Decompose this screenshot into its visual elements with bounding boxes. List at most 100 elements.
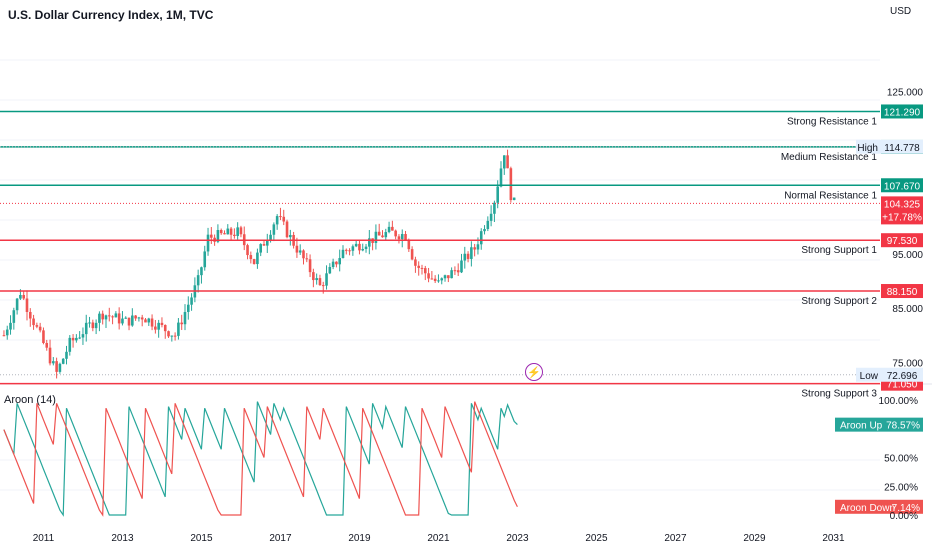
level-name: Medium Resistance 1 — [781, 152, 878, 163]
candle-body — [38, 326, 42, 331]
candle-body — [68, 337, 72, 352]
high-label: High — [857, 143, 878, 154]
candle-body — [325, 273, 328, 286]
candle-body — [312, 272, 315, 281]
candle-body — [456, 270, 460, 273]
candle-body — [28, 311, 32, 319]
low-label: Low — [860, 371, 879, 382]
candle-body — [470, 247, 473, 259]
candle-body — [249, 255, 253, 260]
x-tick-label: 2031 — [822, 533, 845, 544]
candle-body — [252, 259, 256, 265]
candle-body — [282, 216, 286, 222]
last-price-change: +17.78% — [882, 212, 922, 223]
candle-body — [381, 235, 384, 238]
level-tag — [881, 104, 923, 119]
candle-body — [407, 239, 411, 250]
candle-body — [368, 238, 371, 247]
candle-body — [295, 245, 299, 253]
aroon-value-tag — [835, 417, 923, 432]
level-tag — [881, 233, 923, 248]
candle-body — [427, 273, 430, 279]
candle-body — [35, 325, 39, 327]
candle-body — [71, 337, 75, 341]
candle-body — [502, 155, 506, 169]
candle-body — [226, 228, 230, 235]
candle-body — [414, 259, 417, 266]
lightning-bolt-icon[interactable]: ⚡ — [525, 363, 543, 381]
candle-body — [509, 168, 513, 201]
candle-body — [265, 240, 269, 246]
candle-body — [351, 246, 355, 251]
candle-body — [275, 216, 279, 225]
aroon-tick-label: 100.00% — [879, 396, 919, 407]
candle-body — [404, 234, 407, 240]
candle-body — [344, 249, 348, 251]
candle-body — [447, 275, 450, 279]
candle-body — [134, 315, 137, 319]
candle-body — [298, 250, 302, 253]
candle-body — [45, 342, 49, 348]
level-name: Strong Support 3 — [801, 389, 877, 400]
candle-body — [410, 249, 414, 260]
level-value: 71.050 — [887, 380, 918, 391]
level-tag — [881, 284, 923, 299]
level-name: Strong Support 1 — [801, 245, 877, 256]
x-tick-label: 2029 — [743, 533, 766, 544]
candle-body — [476, 244, 480, 250]
x-tick-label: 2021 — [427, 533, 450, 544]
candle-body — [239, 227, 243, 235]
candle-body — [272, 224, 276, 235]
candle-body — [391, 226, 394, 231]
candle-body — [430, 278, 434, 280]
candle-body — [361, 248, 365, 251]
candle-body — [144, 319, 147, 323]
candle-body — [512, 197, 516, 201]
candle-body — [384, 232, 388, 238]
candle-body — [397, 236, 401, 240]
indicator-title[interactable]: Aroon (14) — [4, 394, 56, 406]
levels: Strong Resistance 1 121.290 Medium Resista… — [0, 104, 923, 400]
candle-body — [107, 315, 111, 317]
candle-body — [450, 270, 453, 279]
x-tick-label: 2011 — [33, 533, 55, 544]
candle-body — [131, 315, 134, 326]
candle-body — [279, 216, 282, 218]
candle-body — [42, 330, 45, 343]
candle-body — [496, 186, 499, 203]
candle-body — [348, 250, 351, 252]
candle-body — [308, 259, 312, 273]
candle-body — [150, 318, 154, 327]
candle-body — [246, 245, 249, 256]
x-tick-label: 2023 — [506, 533, 529, 544]
low-value: 72.696 — [887, 371, 918, 382]
candle-body — [12, 310, 16, 323]
candle-body — [305, 258, 309, 260]
candle-body — [433, 278, 437, 282]
candle-body — [61, 358, 65, 364]
chart-title: U.S. Dollar Currency Index, 1M, TVC — [8, 8, 214, 22]
currency-label: USD — [890, 6, 912, 17]
candles — [2, 149, 516, 379]
candle-body — [154, 326, 157, 330]
x-tick-label: 2027 — [664, 533, 687, 544]
last-price-value: 104.325 — [884, 199, 921, 210]
level-name: Strong Resistance 1 — [787, 116, 877, 127]
candle-body — [358, 243, 361, 251]
candle-body — [335, 261, 338, 265]
candle-body — [91, 322, 95, 329]
candle-body — [203, 251, 207, 268]
candle-body — [223, 233, 226, 235]
high-label-bg — [856, 139, 881, 154]
candle-body — [5, 329, 9, 336]
x-tick-label: 2013 — [111, 533, 134, 544]
candle-body — [443, 275, 447, 279]
aroon-tick-label: 25.00% — [884, 482, 918, 493]
x-tick-label: 2015 — [190, 533, 213, 544]
y-tick-label: 85.000 — [892, 304, 923, 315]
candle-body — [400, 234, 404, 240]
candle-body — [341, 249, 345, 259]
candle-body — [52, 361, 55, 364]
